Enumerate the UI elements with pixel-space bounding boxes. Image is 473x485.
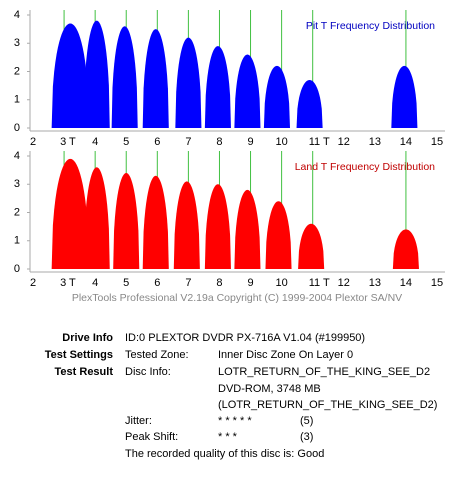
info-value: LOTR_RETURN_OF_THE_KING_SEE_D2 <box>218 366 430 378</box>
stars: * * * <box>218 431 238 443</box>
peak <box>173 181 200 269</box>
y-tick-label: 3 <box>14 37 20 49</box>
x-tick-label: 8 <box>216 136 222 148</box>
x-tick-label: 12 <box>338 136 350 148</box>
peak <box>51 158 89 269</box>
peak <box>51 23 89 129</box>
info-label: Drive Info <box>62 332 113 344</box>
x-tick-label: 11 T <box>309 277 330 289</box>
info-key: Peak Shift: <box>125 431 178 443</box>
x-tick-label: 3 T <box>60 277 76 289</box>
quality: The recorded quality of this disc is: Go… <box>125 448 324 460</box>
peak <box>83 20 110 128</box>
info-key: Disc Info: <box>125 366 171 378</box>
x-tick-label: 7 <box>185 136 191 148</box>
peak <box>113 172 140 269</box>
y-tick-label: 0 <box>14 122 20 134</box>
x-tick-label: 14 <box>400 136 412 148</box>
peak <box>391 65 418 128</box>
x-tick-label: 15 <box>431 277 443 289</box>
x-tick-label: 9 <box>247 136 253 148</box>
x-tick-label: 6 <box>154 136 160 148</box>
x-tick-label: 11 T <box>309 136 330 148</box>
info-value: ID:0 PLEXTOR DVDR PX-716A V1.04 (#199950… <box>125 332 365 344</box>
peak <box>204 46 231 129</box>
x-tick-label: 12 <box>338 277 350 289</box>
info-value: DVD-ROM, 3748 MB <box>218 383 321 395</box>
peak <box>263 65 291 128</box>
peak <box>234 54 261 128</box>
y-tick-label: 3 <box>14 178 20 190</box>
y-tick-label: 4 <box>14 9 20 21</box>
y-tick-label: 2 <box>14 206 20 218</box>
peak <box>142 29 169 128</box>
x-tick-label: 10 <box>275 277 287 289</box>
info-label: Test Result <box>55 366 114 378</box>
x-tick-label: 10 <box>275 136 287 148</box>
peak <box>298 223 325 269</box>
chart-title: Land T Frequency Distribution <box>295 161 435 173</box>
peak <box>175 37 202 128</box>
y-tick-label: 0 <box>14 263 20 275</box>
peak <box>296 79 323 128</box>
score: (3) <box>300 431 313 443</box>
x-tick-label: 8 <box>216 277 222 289</box>
score: (5) <box>300 415 313 427</box>
info-value: Inner Disc Zone On Layer 0 <box>218 349 353 361</box>
x-tick-label: 9 <box>247 277 253 289</box>
info-key: Tested Zone: <box>125 349 189 361</box>
x-tick-label: 5 <box>123 277 129 289</box>
stars: * * * * * <box>218 415 252 427</box>
info-value: (LOTR_RETURN_OF_THE_KING_SEE_D2) <box>218 399 437 411</box>
x-tick-label: 5 <box>123 136 129 148</box>
x-tick-label: 14 <box>400 277 412 289</box>
x-tick-label: 13 <box>369 277 381 289</box>
peak <box>234 189 261 269</box>
peak <box>265 201 292 269</box>
x-tick-label: 7 <box>185 277 191 289</box>
info-key: Jitter: <box>125 415 152 427</box>
y-tick-label: 2 <box>14 65 20 77</box>
y-tick-label: 4 <box>14 150 20 162</box>
peak <box>83 167 110 269</box>
x-tick-label: 13 <box>369 136 381 148</box>
x-tick-label: 3 T <box>60 136 76 148</box>
x-tick-label: 4 <box>92 136 98 148</box>
x-tick-label: 15 <box>431 136 443 148</box>
x-tick-label: 2 <box>30 277 36 289</box>
x-tick-label: 2 <box>30 136 36 148</box>
x-tick-label: 4 <box>92 277 98 289</box>
peak <box>142 175 169 269</box>
y-tick-label: 1 <box>14 235 20 247</box>
chart-title: Pit T Frequency Distribution <box>306 20 435 32</box>
info-label: Test Settings <box>45 349 113 361</box>
peak <box>111 26 138 128</box>
y-tick-label: 1 <box>14 94 20 106</box>
peak <box>204 184 231 269</box>
copyright: PlexTools Professional V2.19a Copyright … <box>72 292 402 304</box>
peak <box>392 229 419 269</box>
x-tick-label: 6 <box>154 277 160 289</box>
